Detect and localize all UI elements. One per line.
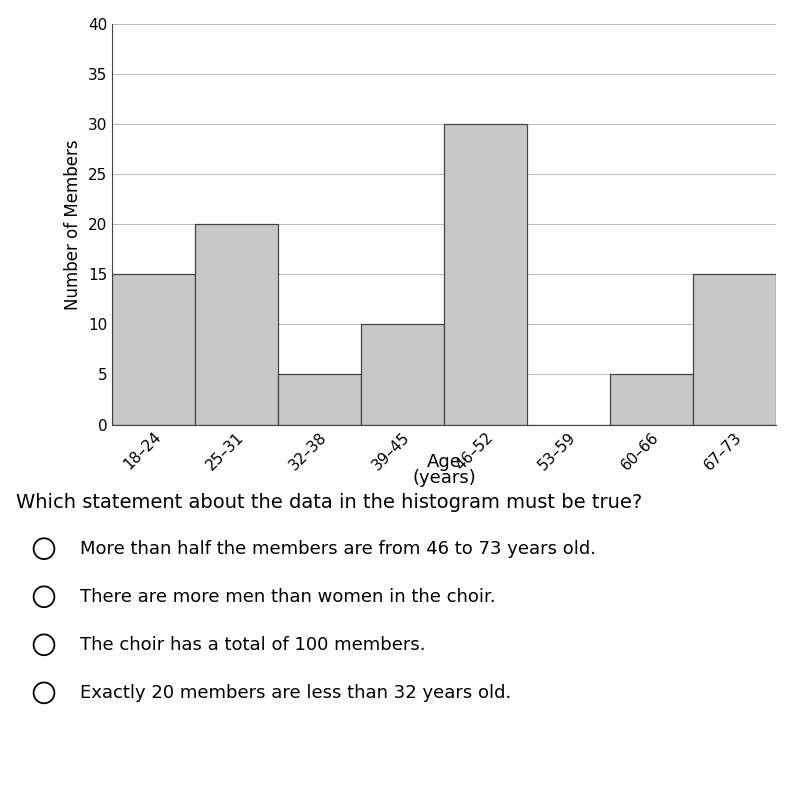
Bar <box>278 375 361 425</box>
Bar <box>361 324 444 425</box>
Bar <box>693 274 776 425</box>
Text: Which statement about the data in the histogram must be true?: Which statement about the data in the hi… <box>16 493 642 512</box>
Bar <box>610 375 693 425</box>
Text: (years): (years) <box>412 469 476 486</box>
Y-axis label: Number of Members: Number of Members <box>64 139 82 310</box>
Text: The choir has a total of 100 members.: The choir has a total of 100 members. <box>80 636 426 654</box>
Bar <box>444 124 527 425</box>
Bar <box>195 224 278 425</box>
Text: More than half the members are from 46 to 73 years old.: More than half the members are from 46 t… <box>80 540 596 557</box>
Bar <box>112 274 195 425</box>
Text: There are more men than women in the choir.: There are more men than women in the cho… <box>80 588 496 606</box>
Text: Age: Age <box>426 453 462 470</box>
Text: Exactly 20 members are less than 32 years old.: Exactly 20 members are less than 32 year… <box>80 684 511 702</box>
